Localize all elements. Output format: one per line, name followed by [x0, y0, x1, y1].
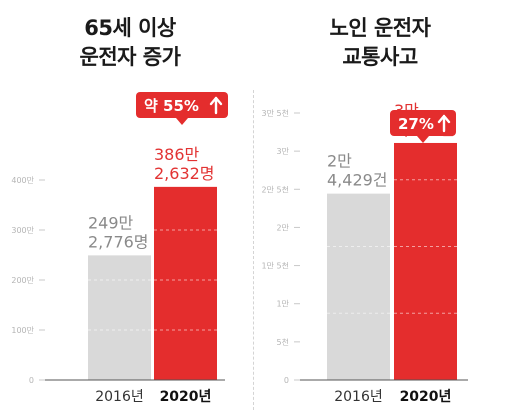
left-category-label-0: 2016년: [95, 389, 144, 405]
left-y-tick-label: 0: [29, 376, 34, 385]
left-bar-1-value-label: 2,632명: [154, 164, 215, 183]
right-badge-box: [390, 110, 456, 136]
left-y-tick-label: 100만: [11, 326, 34, 335]
right-y-tick-label: 1만: [277, 300, 290, 309]
left-up-arrow-icon: [209, 96, 223, 115]
right-y-tick-label: 2만 5천: [262, 184, 289, 194]
left-badge-text: 약 55%: [144, 97, 199, 115]
left-chart-title: 65세 이상 운전자 증가: [40, 14, 220, 72]
left-y-tick-label: 400만: [11, 176, 34, 185]
left-bar-0-value-label: 249만: [88, 213, 134, 232]
left-bar-0-value-label: 2,776명: [88, 232, 149, 251]
left-category-label-1: 2020년: [160, 389, 212, 405]
right-bar-0-value-label: 4,429건: [327, 171, 388, 190]
right-title-line-2: 교통사고: [342, 45, 418, 69]
left-bar-0: [88, 255, 151, 380]
right-y-tick-label: 0: [284, 376, 289, 385]
right-chart-title: 노인 운전자 교통사고: [290, 14, 470, 72]
right-badge-pointer: [417, 136, 429, 143]
left-title-line-2: 운전자 증가: [79, 45, 181, 69]
left-badge-pointer: [176, 118, 188, 125]
right-y-tick-label: 1만 5천: [262, 261, 289, 271]
right-category-label-1: 2020년: [400, 389, 452, 405]
panel-divider: [253, 90, 254, 410]
right-bar-0-value-label: 2만: [327, 152, 352, 171]
right-bar-0: [327, 193, 390, 380]
right-up-arrow-icon: [437, 114, 451, 133]
right-bar-1: [394, 142, 457, 380]
left-bar-1-value-label: 386만: [154, 145, 200, 164]
right-y-tick-label: 5천: [277, 337, 289, 347]
left-title-line-1: 65세 이상: [84, 16, 176, 40]
right-y-tick-label: 2만: [277, 223, 290, 232]
left-badge-box: [136, 92, 228, 118]
right-category-label-0: 2016년: [334, 389, 383, 405]
left-bar-1: [154, 186, 217, 380]
right-badge-text: 27%: [398, 115, 434, 133]
left-y-tick-label: 300만: [11, 226, 34, 235]
right-y-tick-label: 3만 5천: [262, 108, 289, 118]
right-title-line-1: 노인 운전자: [329, 16, 431, 40]
left-y-tick-label: 200만: [11, 276, 34, 285]
right-y-tick-label: 3만: [277, 147, 290, 156]
